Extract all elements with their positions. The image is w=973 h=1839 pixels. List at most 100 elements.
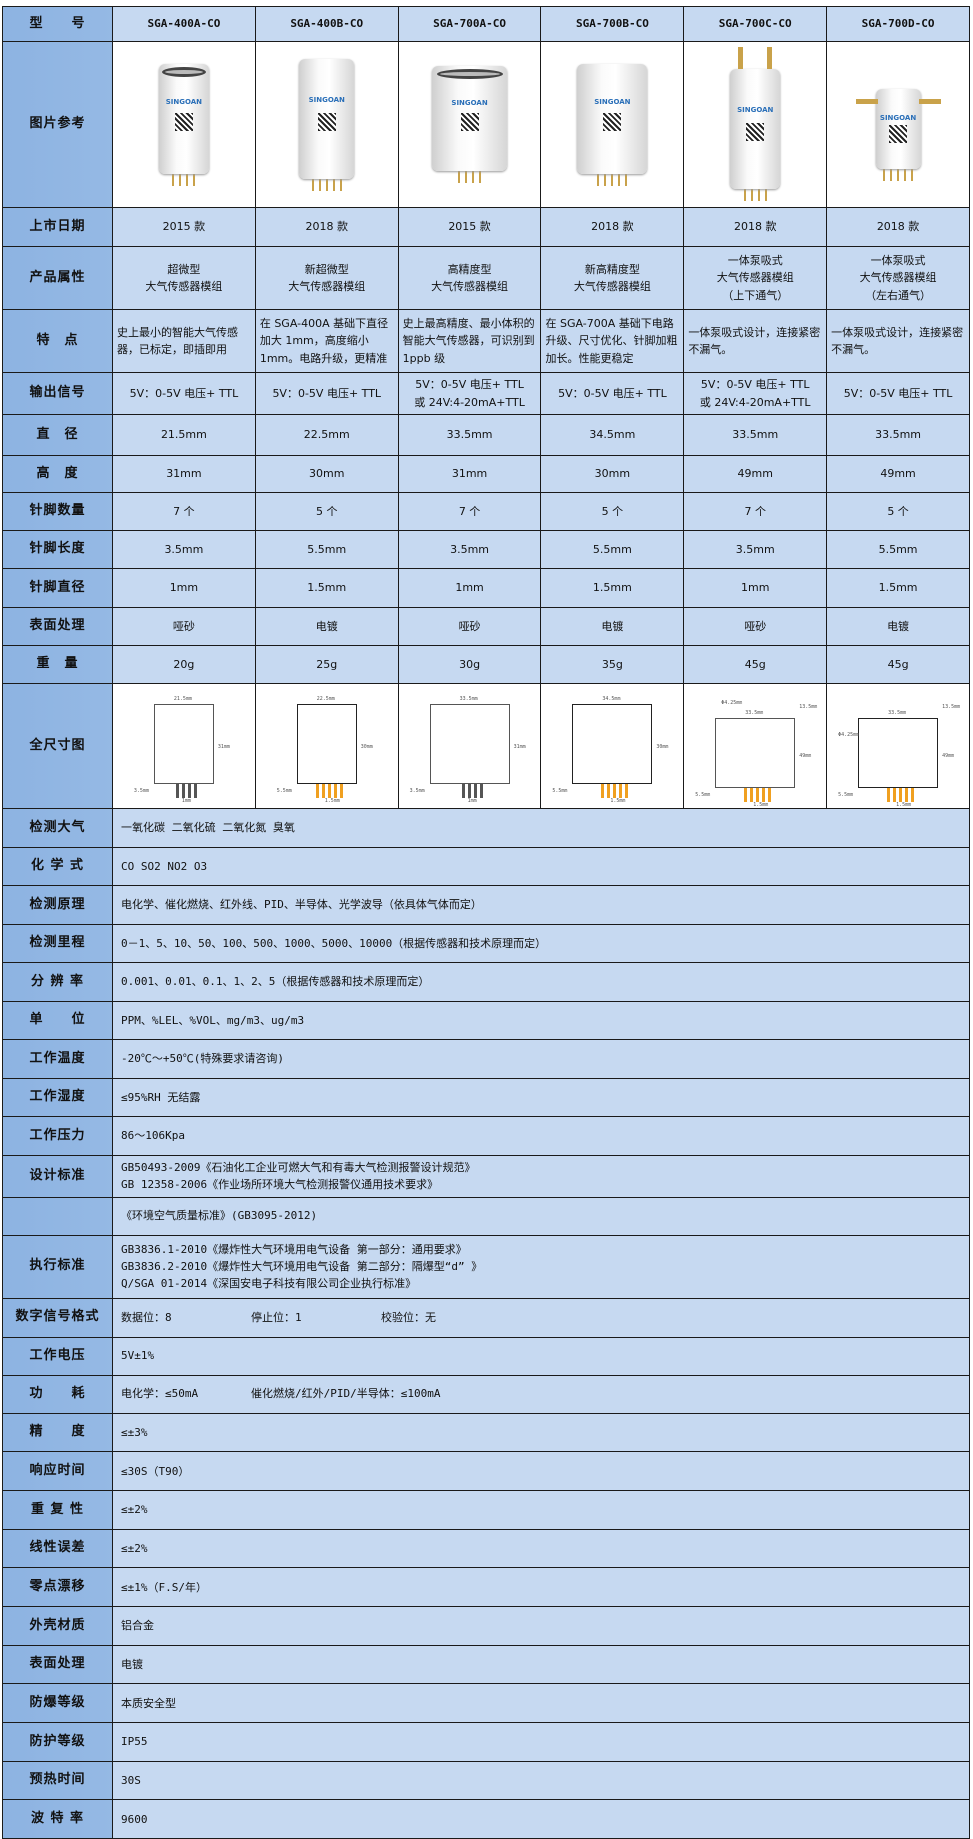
qr-code <box>603 113 622 131</box>
spec-value: 1mm <box>112 568 256 608</box>
value-line: 一体泵吸式 <box>870 254 926 268</box>
pin-mark <box>181 784 185 798</box>
spec-value: 34.5mm <box>540 414 685 456</box>
dimension-row: 全尺寸图 21.5mm 31mm 3.5mm 1mm 22.5mm 30mm 5.5mm 1.5… <box>2 683 970 809</box>
value-line: 高精度型 <box>447 262 492 276</box>
spec-value: 新高精度型 大气传感器模组 <box>540 246 685 310</box>
qr-code <box>317 112 336 131</box>
spec-row: 直 径 21.5mm 22.5mm 33.5mm 34.5mm 33.5mm 33.5mm <box>2 414 970 456</box>
spec-row: 检测大气 一氧化碳 二氧化硫 二氧化氮 臭氧 <box>2 808 970 848</box>
spec-value: 1.5mm <box>254 568 399 608</box>
brand-logo: SINGOAN <box>308 95 345 104</box>
value-line: 大气传感器模组 <box>716 271 794 285</box>
row-label: 功 耗 <box>2 1374 113 1414</box>
dimension-drawing: 21.5mm 31mm 3.5mm 1mm <box>112 683 256 809</box>
spec-value: 5V：0-5V 电压+ TTL <box>112 372 256 415</box>
spec-row: 针脚长度 3.5mm 5.5mm 3.5mm 5.5mm 3.5mm 5.5mm <box>2 530 970 569</box>
sensor-opening-icon <box>436 69 503 79</box>
spec-value: 5.5mm <box>254 530 399 569</box>
spec-value: 铝合金 <box>112 1605 970 1646</box>
pin-mark <box>467 784 471 798</box>
pin-mark <box>479 784 483 798</box>
spec-value: 45g <box>683 645 828 684</box>
pin-mark <box>187 784 191 798</box>
sensor-pins <box>541 173 683 186</box>
gas-nozzle-icon <box>918 98 941 104</box>
brand-logo: SINGOAN <box>594 97 631 106</box>
digital-parity: 校验位：无 <box>381 1310 436 1324</box>
exec-standard-row: 执行标准 GB3836.1-2010《爆炸性大气环境用电气设备 第一部分：通用要求… <box>2 1234 970 1299</box>
spec-value: 3.5mm <box>683 530 828 569</box>
product-photo: SINGOAN <box>540 41 685 208</box>
spec-value: 哑砂 <box>397 607 542 646</box>
spec-value: 电化学：≤50mA 催化燃烧/红外/PID/半导体：≤100mA <box>112 1374 970 1414</box>
pin-mark <box>193 784 197 798</box>
spec-value: GB50493-2009《石油化工企业可燃大气和有毒大气检测报警设计规范》 GB … <box>112 1154 970 1198</box>
value-line: 大气传感器模组 <box>145 280 223 293</box>
value-line: 5V：0-5V 电压+ TTL <box>129 386 239 400</box>
standard-line: GB3836.1-2010《爆炸性大气环境用电气设备 第一部分：通用要求》 <box>121 1242 467 1256</box>
pin-mark <box>756 788 760 802</box>
pin-mark <box>461 784 465 798</box>
power-row: 功 耗电化学：≤50mA 催化燃烧/红外/PID/半导体：≤100mA <box>2 1374 970 1414</box>
digital-data_bits: 数据位：8 <box>121 1310 172 1324</box>
value-line: （左右通气） <box>865 288 932 302</box>
row-label: 工作压力 <box>2 1116 113 1156</box>
outline-body <box>715 718 796 788</box>
row-label: 工作湿度 <box>2 1077 113 1117</box>
spec-value: 45g <box>826 645 970 684</box>
row-label: 防护等级 <box>2 1722 113 1762</box>
spec-value: 5.5mm <box>826 530 970 569</box>
value-line: 5V：0-5V 电压+ TTL <box>558 386 667 400</box>
spec-value: GB3836.1-2010《爆炸性大气环境用电气设备 第一部分：通用要求》 GB3… <box>112 1234 970 1299</box>
spec-value: 49mm <box>683 455 828 493</box>
spec-value: 在 SGA-400A 基础下直径加大 1mm，高度缩小 1mm。电路升级，更精准 <box>254 309 399 373</box>
product-photo: SINGOAN <box>826 41 970 208</box>
product-photo: SINGOAN <box>254 41 399 208</box>
spec-row: 防护等级 IP55 <box>2 1722 970 1762</box>
spec-value: 在 SGA-700A 基础下电路升级、尺寸优化、针脚加粗加长。性能更稳定 <box>540 309 685 373</box>
spec-value: ≤±3% <box>112 1412 970 1453</box>
spec-value: 史上最小的智能大气传感器，已标定，即插即用 <box>112 309 256 373</box>
spec-row: 表面处理 哑砂 电镀 哑砂 电镀 哑砂 电镀 <box>2 607 970 646</box>
spec-value: 电化学、催化燃烧、红外线、PID、半导体、光学波导（依具体气体而定） <box>112 885 970 925</box>
pin-mark <box>321 784 325 798</box>
outline-body <box>572 704 653 784</box>
spec-value: 本质安全型 <box>112 1683 970 1723</box>
spec-value: 9600 <box>112 1799 970 1839</box>
sensor-image: SINGOAN <box>855 88 941 169</box>
row-label: 分 辨 率 <box>2 962 113 1002</box>
value-line: 大气传感器模组 <box>431 280 509 293</box>
row-label: 重 复 性 <box>2 1489 113 1530</box>
row-label: 执行标准 <box>2 1234 113 1299</box>
row-label: 表面处理 <box>2 1644 113 1685</box>
pin-mark <box>625 784 629 798</box>
spec-row: 产品属性 超微型 大气传感器模组 新超微型 大气传感器模组 高精度型 大气传感器模组 新高精度… <box>2 246 970 310</box>
value-line: 一体泵吸式 <box>727 254 783 268</box>
value-line: 大气传感器模组 <box>573 280 651 293</box>
spec-value: 2015 款 <box>112 207 256 247</box>
standard-line: GB 12358-2006《作业场所环境大气检测报警仪通用技术要求》 <box>121 1178 439 1191</box>
model-name: SGA-400A-CO <box>112 6 256 42</box>
sensor-image: SINGOAN <box>299 58 355 179</box>
spec-value: 一体泵吸式设计，连接紧密不漏气。 <box>826 309 970 373</box>
pin-mark <box>613 784 617 798</box>
height-dim: 49mm <box>799 753 812 759</box>
spec-value: 30mm <box>540 455 685 493</box>
row-label: 检测大气 <box>2 808 113 848</box>
sensor-image: SINGOAN <box>730 46 781 189</box>
pin-mark <box>768 788 772 802</box>
spec-value: 超微型 大气传感器模组 <box>112 246 256 310</box>
product-photo: SINGOAN <box>683 41 828 208</box>
spec-value: 《环境空气质量标准》(GB3095-2012) <box>112 1196 970 1236</box>
value-line: 大气传感器模组 <box>288 280 366 293</box>
sensor-pins <box>256 178 398 191</box>
spec-row: 分 辨 率 0.001、0.01、0.1、1、2、5（根据传感器和技术原理而定） <box>2 962 970 1002</box>
pin-mark <box>315 784 319 798</box>
spec-value: 86～106Kpa <box>112 1116 970 1156</box>
spec-value: 30mm <box>254 455 399 493</box>
spec-value: 33.5mm <box>397 414 542 456</box>
brand-logo: SINGOAN <box>879 113 917 122</box>
spec-row: 重 量 20g 25g 30g 35g 45g 45g <box>2 645 970 684</box>
